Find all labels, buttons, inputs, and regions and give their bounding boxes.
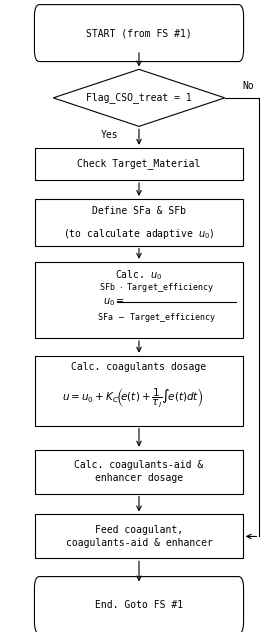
Text: Check Target_Material: Check Target_Material bbox=[77, 158, 201, 170]
Text: Calc. coagulants-aid &
enhancer dosage: Calc. coagulants-aid & enhancer dosage bbox=[75, 460, 203, 483]
Text: $u=u_0+K_C\!\left(\!e(t)+\dfrac{1}{\tau_I}\int\!e(t)dt\right)$: $u=u_0+K_C\!\left(\!e(t)+\dfrac{1}{\tau_… bbox=[63, 387, 204, 410]
Bar bbox=[35, 199, 243, 246]
Bar bbox=[35, 356, 243, 425]
Text: (to calculate adaptive $u_0$): (to calculate adaptive $u_0$) bbox=[63, 227, 215, 241]
Text: Feed coagulant,
coagulants-aid & enhancer: Feed coagulant, coagulants-aid & enhance… bbox=[66, 525, 212, 548]
Text: SFb $\cdot$ Target_efficiency: SFb $\cdot$ Target_efficiency bbox=[99, 280, 215, 294]
Text: Flag_CSO_treat = 1: Flag_CSO_treat = 1 bbox=[86, 92, 192, 103]
Text: $u_0 =$: $u_0 =$ bbox=[103, 296, 125, 308]
Text: Calc. $u_0$: Calc. $u_0$ bbox=[115, 268, 163, 282]
Text: START (from FS #1): START (from FS #1) bbox=[86, 28, 192, 38]
FancyBboxPatch shape bbox=[34, 577, 244, 633]
Bar bbox=[35, 449, 243, 494]
Text: Calc. coagulants dosage: Calc. coagulants dosage bbox=[71, 362, 207, 372]
Bar bbox=[35, 262, 243, 338]
Text: No: No bbox=[242, 81, 254, 91]
Text: Yes: Yes bbox=[101, 130, 119, 141]
FancyBboxPatch shape bbox=[34, 4, 244, 61]
Bar bbox=[35, 147, 243, 180]
Text: SFa $-$ Target_efficiency: SFa $-$ Target_efficiency bbox=[97, 311, 217, 324]
Text: End. Goto FS #1: End. Goto FS #1 bbox=[95, 600, 183, 610]
Polygon shape bbox=[53, 70, 225, 127]
Bar bbox=[35, 515, 243, 558]
Text: Define SFa & SFb: Define SFa & SFb bbox=[92, 206, 186, 216]
